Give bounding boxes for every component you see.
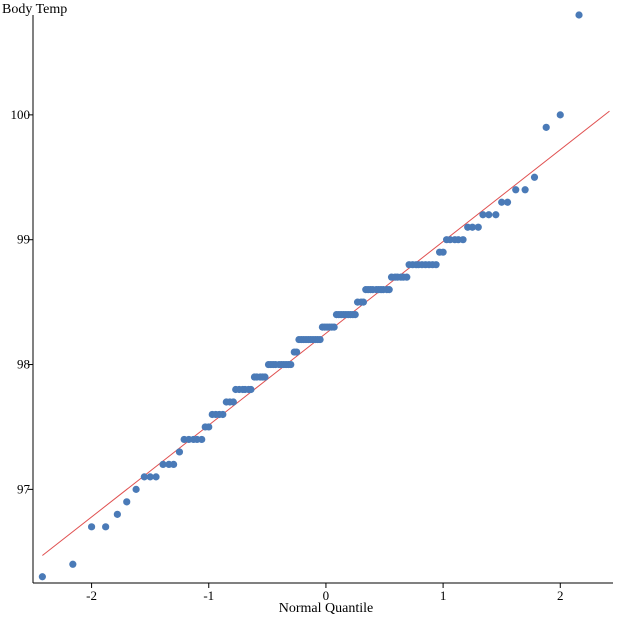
data-point xyxy=(351,311,359,319)
x-tick-label: 1 xyxy=(440,588,447,603)
data-point xyxy=(575,11,583,19)
y-tick-label: 98 xyxy=(17,357,30,372)
data-point xyxy=(385,286,393,294)
y-tick-label: 99 xyxy=(17,232,30,247)
data-points xyxy=(38,11,583,581)
data-point xyxy=(261,373,269,381)
data-point xyxy=(146,473,154,481)
data-point xyxy=(485,211,493,219)
data-point xyxy=(439,248,447,256)
x-tick-label: 2 xyxy=(557,588,564,603)
y-tick-label: 100 xyxy=(11,107,31,122)
data-point xyxy=(287,360,295,369)
data-point xyxy=(542,123,550,131)
data-point xyxy=(359,298,368,306)
data-point xyxy=(403,273,411,281)
data-point xyxy=(247,385,255,394)
data-point xyxy=(556,111,564,119)
data-point xyxy=(498,198,506,206)
data-point xyxy=(503,198,512,206)
data-point xyxy=(492,211,500,219)
data-point xyxy=(432,261,440,269)
data-point xyxy=(468,223,476,231)
data-point xyxy=(512,186,520,194)
data-point xyxy=(198,435,206,444)
data-point xyxy=(152,473,160,481)
data-point xyxy=(219,410,227,419)
x-tick-label: -2 xyxy=(86,588,97,603)
y-axis-ticks: 97 98 99 100 xyxy=(11,107,33,496)
data-point xyxy=(521,186,529,194)
data-point xyxy=(459,236,467,244)
y-axis-title: Body Temp xyxy=(2,2,67,17)
data-point xyxy=(530,173,539,181)
data-point xyxy=(140,473,148,481)
x-axis-title: Normal Quantile xyxy=(279,601,373,616)
data-point xyxy=(69,560,77,568)
x-axis-ticks: -2 -1 0 1 2 xyxy=(86,583,564,603)
data-point xyxy=(229,398,237,406)
data-point xyxy=(170,460,178,469)
data-point xyxy=(474,223,482,231)
data-point xyxy=(159,460,167,469)
y-tick-label: 97 xyxy=(17,481,31,496)
data-point xyxy=(293,348,301,356)
data-point xyxy=(123,498,131,506)
data-point xyxy=(87,523,96,531)
data-point xyxy=(132,485,140,493)
x-tick-label: 0 xyxy=(323,588,330,603)
x-tick-label: -1 xyxy=(203,588,214,603)
reference-line xyxy=(42,110,610,556)
data-point xyxy=(102,523,110,531)
data-point xyxy=(38,573,46,581)
data-point xyxy=(205,423,213,431)
data-point xyxy=(175,448,184,456)
data-point xyxy=(330,323,338,331)
data-point xyxy=(479,211,487,219)
data-point xyxy=(316,335,324,344)
data-point xyxy=(113,510,121,518)
